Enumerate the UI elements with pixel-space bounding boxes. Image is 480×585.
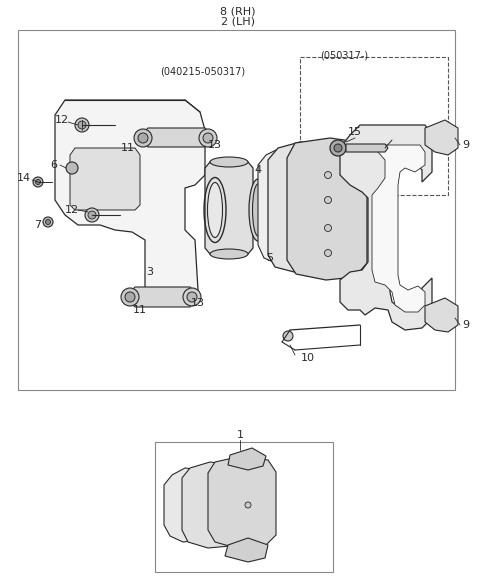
Circle shape bbox=[43, 217, 53, 227]
Circle shape bbox=[187, 292, 197, 302]
Text: 4: 4 bbox=[254, 165, 262, 175]
Text: 11: 11 bbox=[121, 143, 135, 153]
Circle shape bbox=[121, 288, 139, 306]
Text: 2 (LH): 2 (LH) bbox=[221, 17, 255, 27]
Polygon shape bbox=[372, 145, 425, 312]
Circle shape bbox=[125, 292, 135, 302]
Circle shape bbox=[324, 225, 332, 232]
Text: 1: 1 bbox=[237, 430, 243, 440]
Circle shape bbox=[283, 331, 293, 341]
Circle shape bbox=[203, 133, 213, 143]
Polygon shape bbox=[143, 128, 210, 147]
Polygon shape bbox=[258, 148, 305, 264]
Polygon shape bbox=[70, 148, 140, 210]
Polygon shape bbox=[205, 162, 253, 254]
Circle shape bbox=[75, 118, 89, 132]
Circle shape bbox=[324, 197, 332, 204]
Text: 13: 13 bbox=[191, 298, 205, 308]
Circle shape bbox=[134, 129, 152, 147]
Polygon shape bbox=[225, 538, 268, 562]
Ellipse shape bbox=[207, 183, 223, 238]
Text: 12: 12 bbox=[65, 205, 79, 215]
Polygon shape bbox=[340, 125, 432, 330]
Text: 3: 3 bbox=[146, 267, 154, 277]
Polygon shape bbox=[182, 462, 240, 548]
Ellipse shape bbox=[249, 179, 267, 241]
Circle shape bbox=[183, 288, 201, 306]
Circle shape bbox=[324, 171, 332, 178]
Circle shape bbox=[330, 140, 346, 156]
Text: 15: 15 bbox=[348, 127, 362, 137]
Circle shape bbox=[66, 162, 78, 174]
Polygon shape bbox=[287, 138, 367, 280]
Ellipse shape bbox=[210, 157, 248, 167]
Ellipse shape bbox=[252, 184, 264, 236]
Text: 11: 11 bbox=[133, 305, 147, 315]
Polygon shape bbox=[425, 120, 458, 155]
Text: 7: 7 bbox=[35, 220, 42, 230]
Circle shape bbox=[36, 180, 40, 184]
Text: 5: 5 bbox=[266, 253, 274, 263]
Polygon shape bbox=[130, 287, 195, 307]
Text: 8 (RH): 8 (RH) bbox=[220, 7, 256, 17]
Text: 14: 14 bbox=[17, 173, 31, 183]
Circle shape bbox=[88, 211, 96, 219]
Polygon shape bbox=[164, 468, 208, 542]
Polygon shape bbox=[208, 456, 276, 549]
Circle shape bbox=[85, 208, 99, 222]
Bar bbox=[300, 57, 448, 195]
Text: 9: 9 bbox=[462, 140, 469, 150]
Text: 9: 9 bbox=[462, 320, 469, 330]
Text: 6: 6 bbox=[50, 160, 58, 170]
Ellipse shape bbox=[210, 249, 248, 259]
Polygon shape bbox=[55, 100, 205, 300]
Text: (050317-): (050317-) bbox=[320, 50, 368, 60]
Circle shape bbox=[78, 121, 86, 129]
Text: 13: 13 bbox=[208, 140, 222, 150]
Bar bbox=[155, 442, 333, 572]
Polygon shape bbox=[425, 298, 458, 332]
Circle shape bbox=[138, 133, 148, 143]
Polygon shape bbox=[228, 448, 266, 470]
Circle shape bbox=[245, 502, 251, 508]
Circle shape bbox=[334, 144, 342, 152]
Polygon shape bbox=[268, 142, 333, 273]
Text: (040215-050317): (040215-050317) bbox=[160, 67, 245, 77]
Circle shape bbox=[33, 177, 43, 187]
Circle shape bbox=[324, 249, 332, 256]
Circle shape bbox=[199, 129, 217, 147]
Text: 12: 12 bbox=[55, 115, 69, 125]
Circle shape bbox=[46, 219, 50, 225]
Polygon shape bbox=[346, 144, 388, 152]
Bar bbox=[18, 30, 455, 390]
Text: 10: 10 bbox=[301, 353, 315, 363]
